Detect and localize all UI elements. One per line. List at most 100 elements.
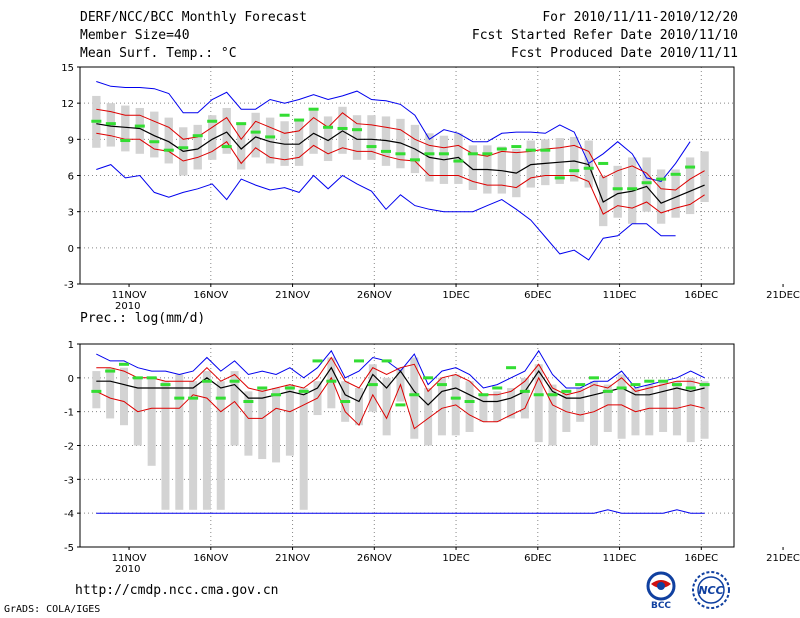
prec-spread-box	[189, 381, 198, 510]
prec-spread-box	[589, 381, 598, 446]
prec-x-year-label: 2010	[115, 564, 140, 575]
temp-median-mark	[670, 172, 681, 176]
ncc-logo-text: NCC	[698, 584, 723, 597]
temp-median-mark	[540, 148, 551, 152]
temp-spread-box	[671, 169, 680, 218]
prec-spread-box	[576, 387, 585, 422]
prec-median-mark	[409, 393, 420, 397]
prec-y-tick-label: -4	[64, 509, 74, 520]
prec-median-mark	[658, 379, 669, 383]
temp-median-mark	[279, 113, 290, 117]
prec-median-mark	[105, 369, 116, 373]
temp-median-mark	[308, 107, 319, 111]
prec-median-mark	[602, 389, 613, 393]
temp-x-tick-label: 11DEC	[603, 290, 637, 301]
prec-x-tick-label: 16NOV	[193, 553, 228, 564]
prec-spread-box	[216, 381, 225, 510]
prec-median-mark	[506, 366, 517, 370]
prec-x-tick-label: 6DEC	[524, 553, 551, 564]
temp-lower-line	[96, 132, 705, 215]
temp-median-mark	[91, 119, 102, 123]
temp-spread-box	[642, 157, 651, 212]
temp-spread-box	[454, 133, 463, 184]
prec-spread-box	[424, 387, 433, 446]
temp-median-mark	[612, 187, 623, 191]
temp-max-line	[96, 81, 691, 183]
prec-median-mark	[533, 393, 544, 397]
prec-median-mark	[367, 383, 378, 387]
prec-spread-box	[520, 377, 529, 419]
prec-spread-box	[147, 377, 156, 466]
temp-median-mark	[192, 134, 203, 138]
prec-median-mark	[671, 383, 682, 387]
temp-spread-box	[700, 151, 709, 203]
prec-median-mark	[146, 376, 157, 380]
temp-x-tick-label: 16NOV	[193, 290, 228, 301]
temp-min-line	[96, 164, 676, 261]
temp-spread-box	[135, 107, 144, 154]
prec-median-mark	[340, 400, 351, 404]
source-url[interactable]: http://cmdp.ncc.cma.gov.cn	[75, 583, 279, 598]
prec-median-mark	[312, 359, 323, 363]
prec-x-tick-label: 21NOV	[275, 553, 310, 564]
prec-x-tick-label: 11DEC	[603, 553, 637, 564]
prec-median-mark	[450, 396, 461, 400]
temp-spread-box	[541, 139, 550, 186]
temp-spread-box	[121, 105, 130, 152]
temp-spread-box	[236, 124, 246, 170]
prec-spread-box	[230, 371, 239, 446]
prec-median-mark	[257, 386, 268, 390]
temp-y-tick-label: 12	[61, 99, 74, 110]
prec-median-mark	[174, 396, 185, 400]
prec-spread-box	[106, 367, 115, 419]
bcc-logo: BCC	[646, 571, 676, 610]
temp-spread-box	[222, 107, 231, 154]
temp-median-mark	[467, 152, 478, 156]
prec-median-mark	[644, 379, 655, 383]
temp-spread-box	[280, 121, 289, 166]
prec-spread-box	[92, 371, 101, 409]
temp-median-mark	[207, 119, 218, 123]
prec-median-mark	[381, 359, 392, 363]
prec-spread-box	[299, 387, 308, 510]
prec-x-tick-label: 16DEC	[684, 553, 718, 564]
temp-median-mark	[236, 122, 247, 126]
temp-spread-box	[352, 115, 362, 160]
temp-spread-box	[150, 111, 159, 158]
forecast-started-date: Fcst Started Refer Date 2010/11/10	[471, 28, 738, 43]
temp-median-mark	[221, 145, 232, 149]
temp-median-mark	[134, 124, 145, 128]
temp-median-mark	[438, 152, 449, 156]
prec-median-mark	[201, 379, 212, 383]
temp-spread-box	[613, 165, 622, 218]
temp-spread-box	[367, 115, 376, 160]
prec-y-tick-label: 0	[68, 374, 74, 385]
prec-median-mark	[215, 396, 226, 400]
prec-spread-box	[258, 387, 267, 460]
prec-y-tick-label: -3	[64, 475, 74, 486]
prec-median-mark	[561, 389, 572, 393]
temp-y-tick-label: 3	[68, 208, 74, 219]
prec-median-mark	[271, 393, 282, 397]
prec-spread-box	[382, 377, 391, 436]
temp-spread-box	[193, 124, 202, 170]
prec-median-mark	[188, 396, 199, 400]
temp-median-mark	[337, 126, 348, 130]
prec-spread-box	[202, 371, 211, 510]
temp-spread-box	[164, 117, 173, 164]
prec-spread-box	[507, 387, 516, 419]
prec-spread-box	[465, 381, 474, 432]
temp-spread-box	[555, 138, 564, 184]
temp-x-year-label: 2010	[115, 301, 140, 312]
prec-lower-line	[96, 376, 705, 430]
prec-spread-box	[285, 384, 294, 456]
temp-x-tick-label: 21NOV	[275, 290, 310, 301]
prec-median-mark	[395, 403, 406, 407]
member-size-label: Member Size=40	[80, 28, 190, 43]
temp-median-mark	[583, 166, 594, 170]
temp-median-mark	[598, 161, 609, 165]
temp-y-tick-label: 0	[68, 244, 74, 255]
prec-median-mark	[423, 376, 434, 380]
temp-x-tick-label: 6DEC	[524, 290, 551, 301]
prec-y-tick-label: -1	[64, 408, 74, 419]
